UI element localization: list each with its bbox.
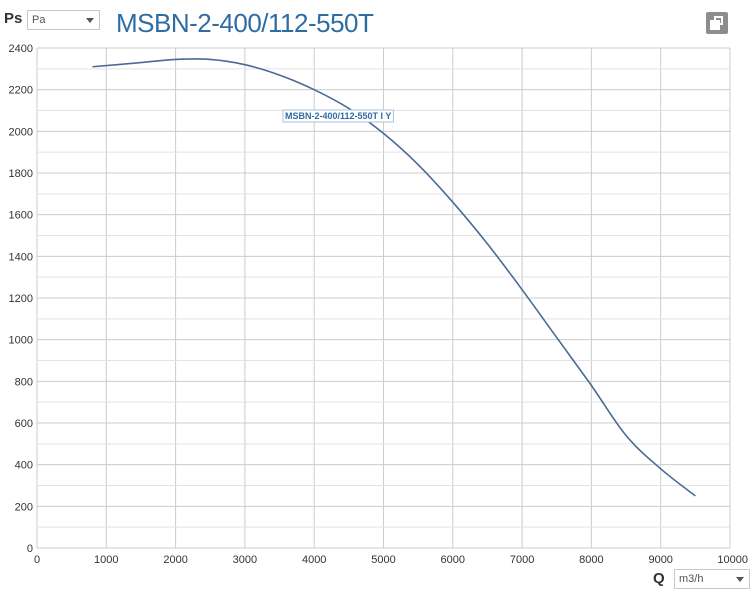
y-tick-label: 600 — [15, 418, 33, 430]
chevron-down-icon — [736, 577, 744, 582]
y-axis-name: Ps — [4, 10, 23, 27]
y-tick-label: 200 — [15, 501, 33, 513]
y-tick-label: 1600 — [9, 210, 33, 222]
x-tick-label: 6000 — [441, 554, 465, 566]
pressure-unit-select[interactable]: Pa — [27, 10, 100, 30]
x-tick-label: 7000 — [510, 554, 534, 566]
y-tick-label: 800 — [15, 376, 33, 388]
x-tick-label: 10000 — [717, 554, 748, 566]
series-label-box: MSBN-2-400/112-550T I Y — [282, 109, 394, 123]
chart-title: MSBN-2-400/112-550T — [116, 8, 374, 38]
y-tick-label: 0 — [27, 543, 33, 555]
y-tick-label: 2400 — [9, 43, 33, 55]
x-tick-label: 8000 — [579, 554, 603, 566]
x-tick-label: 2000 — [163, 554, 187, 566]
x-tick-label: 4000 — [302, 554, 326, 566]
y-tick-label: 2200 — [9, 85, 33, 97]
copy-icon[interactable] — [706, 12, 728, 34]
x-tick-label: 0 — [34, 554, 40, 566]
flow-unit-value: m3/h — [679, 573, 704, 585]
y-tick-label: 400 — [15, 460, 33, 472]
x-axis-name: Q — [653, 570, 665, 587]
flow-unit-select[interactable]: m3/h — [674, 569, 750, 589]
x-tick-label: 5000 — [371, 554, 395, 566]
pressure-unit-value: Pa — [32, 14, 46, 26]
x-tick-label: 3000 — [233, 554, 257, 566]
series-line — [92, 58, 696, 497]
y-tick-label: 2000 — [9, 126, 33, 138]
y-tick-label: 1800 — [9, 168, 33, 180]
chevron-down-icon — [86, 18, 94, 23]
y-tick-label: 1400 — [9, 251, 33, 263]
y-tick-label: 1000 — [9, 335, 33, 347]
series-label: MSBN-2-400/112-550T I Y — [285, 111, 391, 121]
x-tick-label: 1000 — [94, 554, 118, 566]
y-tick-label: 1200 — [9, 293, 33, 305]
x-tick-label: 9000 — [648, 554, 672, 566]
